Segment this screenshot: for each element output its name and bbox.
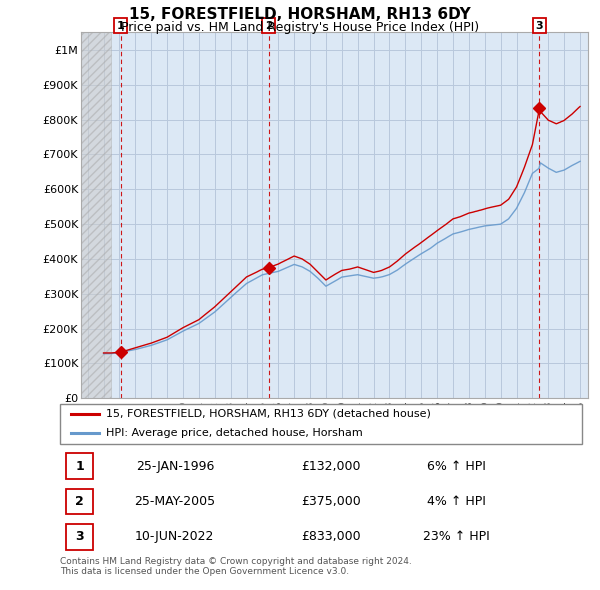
Text: 1: 1 [116,21,124,31]
Text: £833,000: £833,000 [302,530,361,543]
Text: 25-JAN-1996: 25-JAN-1996 [136,460,214,473]
FancyBboxPatch shape [66,489,94,514]
Text: 3: 3 [76,530,84,543]
FancyBboxPatch shape [66,524,94,550]
Text: 3: 3 [536,21,543,31]
Text: 25-MAY-2005: 25-MAY-2005 [134,495,215,508]
Text: HPI: Average price, detached house, Horsham: HPI: Average price, detached house, Hors… [106,428,362,438]
FancyBboxPatch shape [66,453,94,479]
Text: £375,000: £375,000 [302,495,361,508]
Text: 23% ↑ HPI: 23% ↑ HPI [424,530,490,543]
Bar [81,32,112,398]
Text: 2: 2 [76,495,84,508]
FancyBboxPatch shape [60,404,582,444]
Text: 1: 1 [76,460,84,473]
Text: 10-JUN-2022: 10-JUN-2022 [135,530,215,543]
Text: 15, FORESTFIELD, HORSHAM, RH13 6DY (detached house): 15, FORESTFIELD, HORSHAM, RH13 6DY (deta… [106,409,431,419]
Text: £132,000: £132,000 [302,460,361,473]
Text: Contains HM Land Registry data © Crown copyright and database right 2024.
This d: Contains HM Land Registry data © Crown c… [60,557,412,576]
Text: 6% ↑ HPI: 6% ↑ HPI [427,460,486,473]
Text: Price paid vs. HM Land Registry's House Price Index (HPI): Price paid vs. HM Land Registry's House … [121,21,479,34]
Text: 15, FORESTFIELD, HORSHAM, RH13 6DY: 15, FORESTFIELD, HORSHAM, RH13 6DY [129,7,471,22]
Text: 4% ↑ HPI: 4% ↑ HPI [427,495,486,508]
Text: 2: 2 [265,21,272,31]
